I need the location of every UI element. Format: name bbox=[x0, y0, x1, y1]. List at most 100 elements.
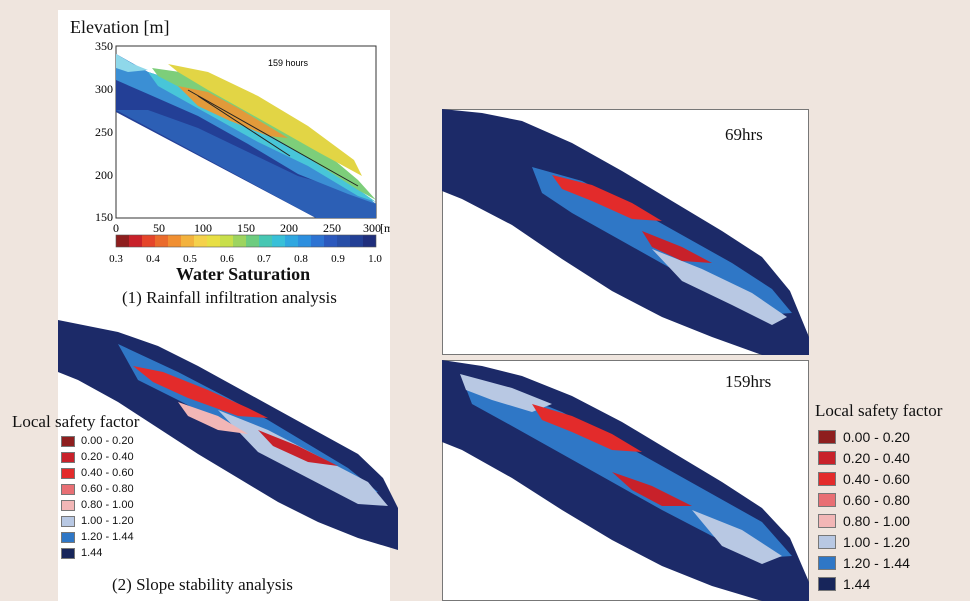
legend-swatch bbox=[818, 451, 836, 465]
legend-swatch bbox=[818, 472, 836, 486]
right-red-zone-69 bbox=[552, 175, 662, 221]
legend-item: 0.00 - 0.20 bbox=[818, 429, 910, 445]
colorbar-tick: 0.4 bbox=[146, 253, 160, 265]
colorbar-12 bbox=[259, 235, 272, 247]
legend-item: 1.20 - 1.44 bbox=[61, 531, 134, 543]
colorbar-tick: 0.7 bbox=[257, 253, 271, 265]
colorbar-9 bbox=[220, 235, 233, 247]
legend-item: 0.20 - 0.40 bbox=[818, 450, 910, 466]
colorbar-19 bbox=[350, 235, 363, 247]
x-tick: 150 bbox=[237, 221, 255, 235]
legend-swatch bbox=[818, 535, 836, 549]
time-label-159: 159hrs bbox=[725, 372, 772, 391]
colorbar-tick: 0.3 bbox=[109, 253, 123, 265]
right-red-zone-159 bbox=[532, 404, 642, 452]
right-pale-band-159-2 bbox=[692, 510, 782, 564]
legend-item: 0.80 - 1.00 bbox=[818, 513, 910, 529]
legend-item: 0.60 - 0.80 bbox=[61, 483, 134, 495]
right-legend-title: Local safety factor bbox=[815, 401, 943, 420]
legend-label: 0.40 - 0.60 bbox=[843, 471, 910, 487]
legend-label: 1.44 bbox=[843, 576, 871, 592]
legend-swatch bbox=[61, 515, 75, 527]
colorbar-1 bbox=[116, 235, 129, 247]
slip-line bbox=[187, 89, 359, 187]
y-tick: 200 bbox=[95, 168, 113, 182]
colorbar-14 bbox=[285, 235, 298, 247]
stability-pink-zone bbox=[178, 402, 248, 434]
colorbar-tick: 0.5 bbox=[183, 253, 197, 265]
colorbar-tick: 0.9 bbox=[331, 253, 345, 265]
colorbar-17 bbox=[324, 235, 337, 247]
legend-swatch bbox=[818, 577, 836, 591]
right-pale-band-69 bbox=[652, 249, 787, 325]
legend-label: 0.00 - 0.20 bbox=[843, 429, 910, 445]
slope-yellow-band bbox=[168, 64, 362, 176]
colorbar-3 bbox=[142, 235, 155, 247]
colorbar-16 bbox=[311, 235, 324, 247]
colorbar-10 bbox=[233, 235, 246, 247]
colorbar-8 bbox=[207, 235, 220, 247]
legend-item: 0.80 - 1.00 bbox=[61, 499, 134, 511]
stability-slope-diagram bbox=[58, 320, 398, 550]
legend-label: 0.60 - 0.80 bbox=[843, 492, 910, 508]
elevation-axis-title: Elevation [m] bbox=[70, 17, 170, 37]
colorbar-4 bbox=[155, 235, 168, 247]
x-unit: [m] bbox=[380, 221, 390, 235]
legend-item: 0.20 - 0.40 bbox=[61, 451, 134, 463]
legend-label: 1.00 - 1.20 bbox=[81, 515, 134, 527]
time-label: 159 hours bbox=[268, 58, 309, 68]
colorbar-frame bbox=[115, 234, 377, 248]
legend-swatch bbox=[61, 451, 75, 463]
legend-label: 1.44 bbox=[81, 547, 103, 559]
legend-swatch bbox=[61, 435, 75, 447]
y-tick: 300 bbox=[95, 82, 113, 96]
slip-line-2 bbox=[197, 95, 291, 157]
y-tick: 150 bbox=[95, 210, 113, 224]
stability-red-zone-2 bbox=[258, 430, 338, 466]
slope-diagram-69hrs bbox=[442, 109, 809, 355]
colorbar-title: Water Saturation bbox=[176, 264, 311, 284]
right-red-zone-69-2 bbox=[642, 231, 712, 263]
colorbar-11 bbox=[246, 235, 259, 247]
legend-item: 1.00 - 1.20 bbox=[61, 515, 134, 527]
legend-swatch bbox=[818, 514, 836, 528]
colorbar-tick: 1.0 bbox=[368, 253, 382, 265]
y-tick: 350 bbox=[95, 39, 113, 53]
legend-swatch bbox=[818, 430, 836, 444]
stability-red-zone bbox=[133, 366, 268, 418]
slope-light-patch bbox=[116, 54, 148, 72]
x-tick: 100 bbox=[194, 221, 212, 235]
legend-swatch bbox=[61, 499, 75, 511]
legend-label: 1.20 - 1.44 bbox=[843, 555, 910, 571]
legend-label: 0.40 - 0.60 bbox=[81, 467, 134, 479]
stability-caption: (2) Slope stability analysis bbox=[112, 575, 293, 594]
colorbar-tick: 0.8 bbox=[294, 253, 308, 265]
legend-swatch bbox=[61, 483, 75, 495]
x-tick: 250 bbox=[323, 221, 341, 235]
legend-item: 1.00 - 1.20 bbox=[818, 534, 910, 550]
infiltration-caption: (1) Rainfall infiltration analysis bbox=[122, 288, 337, 307]
colorbar-7 bbox=[194, 235, 207, 247]
legend-swatch bbox=[818, 556, 836, 570]
time-label-69: 69hrs bbox=[725, 125, 763, 144]
slope-lower-band bbox=[116, 110, 376, 218]
legend-item: 1.44 bbox=[61, 547, 102, 559]
y-tick: 250 bbox=[95, 125, 113, 139]
stability-legend-title: Local safety factor bbox=[12, 412, 140, 431]
legend-label: 0.80 - 1.00 bbox=[843, 513, 910, 529]
legend-item: 0.40 - 0.60 bbox=[61, 467, 134, 479]
slope-diagram-159hrs bbox=[442, 360, 809, 601]
colorbar-18 bbox=[337, 235, 350, 247]
legend-item: 0.60 - 0.80 bbox=[818, 492, 910, 508]
colorbar-15 bbox=[298, 235, 311, 247]
x-tick: 300 bbox=[363, 221, 381, 235]
legend-label: 0.80 - 1.00 bbox=[81, 499, 134, 511]
right-blue-band-159 bbox=[462, 378, 792, 558]
legend-label: 0.00 - 0.20 bbox=[81, 435, 134, 447]
legend-swatch bbox=[818, 493, 836, 507]
colorbar-20 bbox=[363, 235, 376, 247]
x-tick: 200 bbox=[280, 221, 298, 235]
legend-item: 0.00 - 0.20 bbox=[61, 435, 134, 447]
legend-item: 1.44 bbox=[818, 576, 870, 592]
right-red-zone-159-2 bbox=[612, 472, 692, 506]
